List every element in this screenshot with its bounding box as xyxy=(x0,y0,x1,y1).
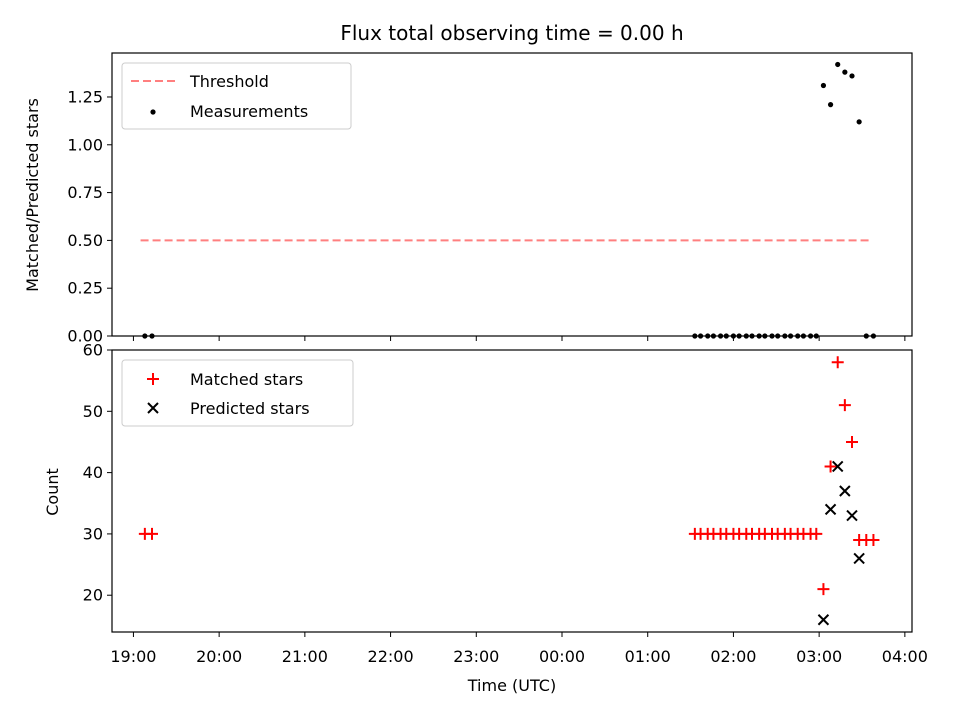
bottom-panel: 20 30 40 50 60 19:00 20:00 21:00 22:00 23:00 00:0… xyxy=(43,341,928,696)
predicted-star-point xyxy=(839,485,851,497)
y-tick-label: 1.25 xyxy=(67,87,103,106)
measurement-point xyxy=(827,102,834,108)
x-tick-label: 04:00 xyxy=(882,647,928,666)
legend-matched-marker xyxy=(147,373,159,385)
x-tick-label: 02:00 xyxy=(710,647,756,666)
bottom-legend-box xyxy=(121,359,354,427)
top-y-axis-label: Matched/Predicted stars xyxy=(23,98,42,292)
x-tick-label: 22:00 xyxy=(368,647,414,666)
measurement-point xyxy=(820,82,827,89)
predicted-star-point xyxy=(832,460,844,473)
predicted-star-point xyxy=(846,509,858,522)
measurement-point xyxy=(842,69,848,75)
bottom-legend: Matched stars Predicted stars xyxy=(121,359,354,427)
matched-star-point xyxy=(846,435,858,448)
x-tick-label: 19:00 xyxy=(110,647,156,666)
matched-star-point xyxy=(867,534,880,547)
x-axis-label: Time (UTC) xyxy=(467,676,556,695)
x-tick-label: 20:00 xyxy=(196,647,242,666)
x-tick-label: 03:00 xyxy=(796,647,842,666)
top-panel-frame xyxy=(111,52,913,337)
legend-predicted-marker xyxy=(147,402,159,414)
matched-star-point xyxy=(831,356,844,369)
measurement-point xyxy=(849,73,855,79)
measurement-point xyxy=(856,119,862,125)
y-tick-label: 20 xyxy=(83,586,103,605)
legend-threshold-label: Threshold xyxy=(189,72,269,91)
x-tick-label: 00:00 xyxy=(539,647,585,666)
y-tick-label: 0.00 xyxy=(67,327,103,346)
matched-star-point xyxy=(810,527,823,540)
legend-matched-label: Matched stars xyxy=(190,370,303,389)
matched-star-point xyxy=(146,527,158,540)
bottom-panel-frame xyxy=(111,349,913,633)
y-tick-label: 1.00 xyxy=(67,135,103,154)
top-panel: 0.00 0.25 0.50 0.75 1.00 1.25 Matched/Predict… xyxy=(23,52,913,346)
legend-measurements-marker xyxy=(150,109,156,115)
legend-predicted-label: Predicted stars xyxy=(190,399,310,418)
y-tick-label: 0.25 xyxy=(67,279,103,298)
matched-star-point xyxy=(817,583,830,596)
y-tick-label: 60 xyxy=(83,341,103,360)
y-tick-label: 40 xyxy=(83,463,103,482)
x-tick-label: 21:00 xyxy=(282,647,328,666)
measurement-point xyxy=(835,61,841,68)
y-tick-label: 50 xyxy=(83,402,103,421)
predicted-star-point xyxy=(853,552,865,565)
predicted-star-point xyxy=(817,614,830,626)
predicted-star-point xyxy=(824,503,837,516)
top-legend-box xyxy=(121,62,352,130)
bottom-y-axis-label: Count xyxy=(43,468,62,516)
matched-star-point xyxy=(824,460,837,473)
legend-measurements-label: Measurements xyxy=(190,102,308,121)
top-legend: Threshold Measurements xyxy=(121,62,352,130)
chart-title: Flux total observing time = 0.00 h xyxy=(340,21,683,45)
matched-star-point xyxy=(838,399,851,412)
y-tick-label: 0.50 xyxy=(67,231,103,250)
x-tick-label: 23:00 xyxy=(453,647,499,666)
x-tick-label: 01:00 xyxy=(625,647,671,666)
y-tick-label: 0.75 xyxy=(67,183,103,202)
y-tick-label: 30 xyxy=(83,524,103,543)
